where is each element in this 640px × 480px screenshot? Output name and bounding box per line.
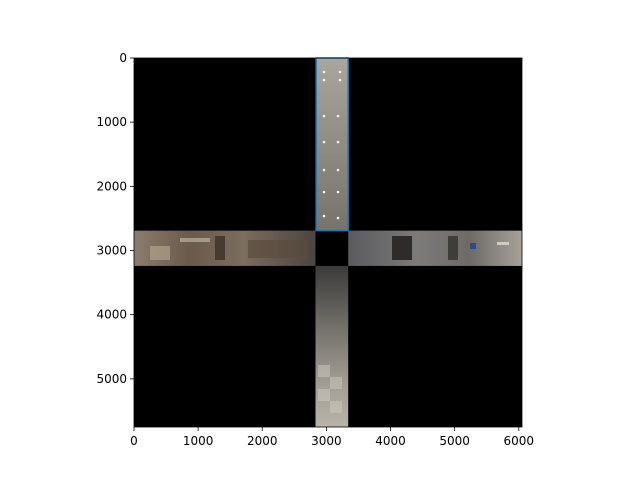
x-tick-label: 0 — [130, 434, 138, 448]
x-tick-label: 1000 — [183, 434, 214, 448]
y-tick-label: 1000 — [96, 115, 127, 129]
y-tick-label: 2000 — [96, 179, 127, 193]
y-tick-label: 4000 — [96, 308, 127, 322]
axes-frame — [133, 57, 523, 428]
ceiling-strip — [315, 58, 349, 231]
right-wall-strip — [348, 230, 522, 266]
panorama-detail — [150, 70, 509, 413]
x-tick-label: 4000 — [375, 434, 406, 448]
x-tick-label: 2000 — [247, 434, 278, 448]
y-tick-label: 5000 — [96, 372, 127, 386]
x-tick-label: 5000 — [439, 434, 470, 448]
x-tick-label: 3000 — [311, 434, 342, 448]
x-tick-label: 6000 — [504, 434, 535, 448]
y-axis: 0 1000 2000 3000 4000 5000 — [96, 51, 134, 386]
x-axis: 0 1000 2000 3000 4000 5000 6000 — [130, 427, 534, 448]
y-tick-label: 0 — [119, 51, 127, 65]
y-tick-label: 3000 — [96, 244, 127, 258]
